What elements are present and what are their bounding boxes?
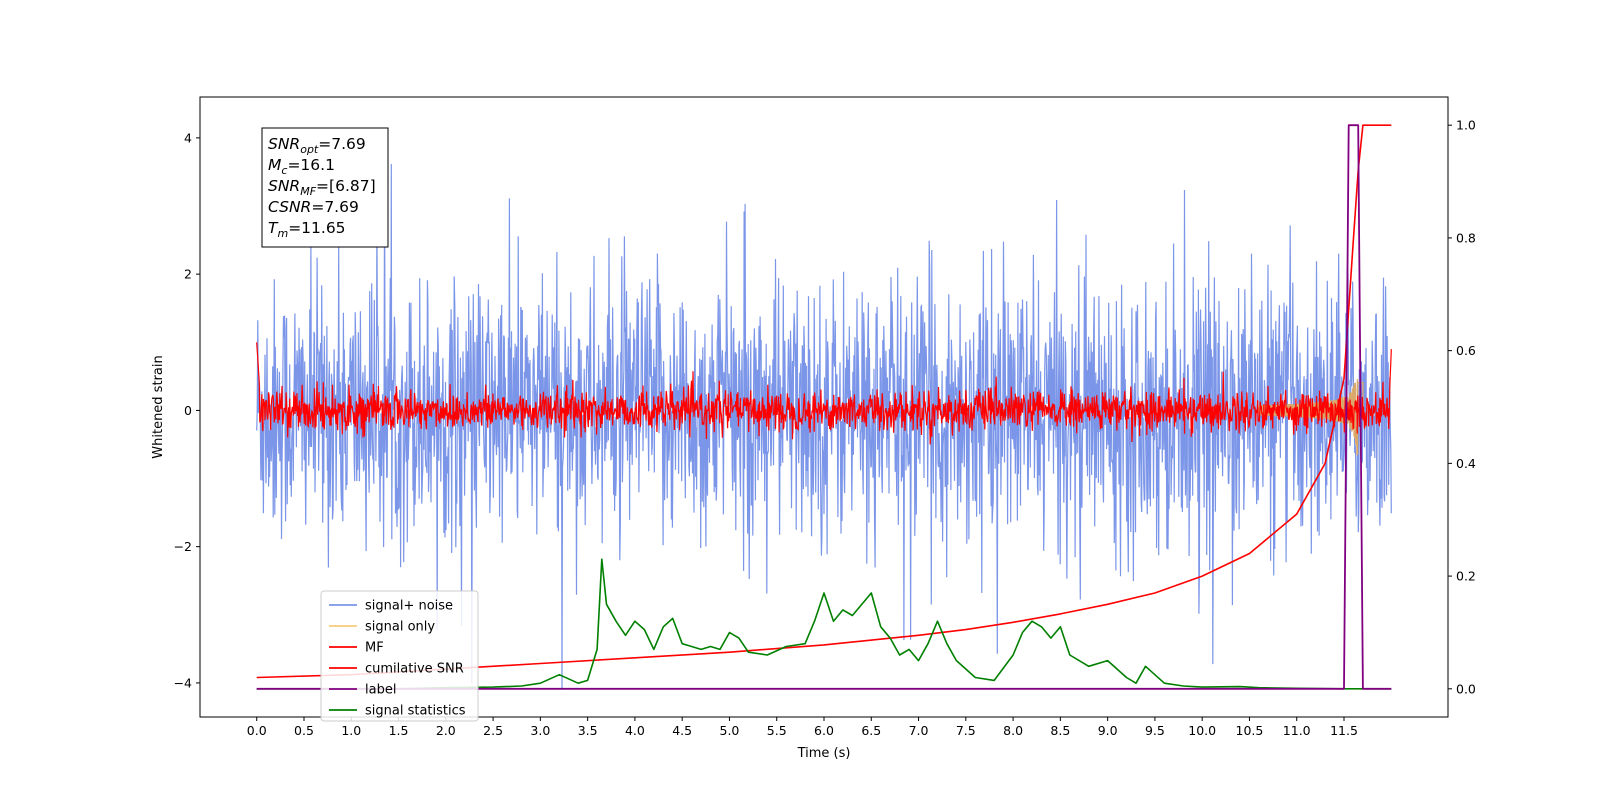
annotation-value: =11.65 [288, 219, 345, 237]
annotation-subscript: opt [300, 143, 319, 156]
x-tick-label: 2.0 [436, 723, 456, 738]
x-tick-label: 8.5 [1050, 723, 1070, 738]
y-tick-label: −2 [174, 539, 192, 554]
x-axis: 0.0 0.5 1.0 1.5 2.0 2.5 3.0 3.5 4.0 4.5 5.0 5.5 6.0 6… [247, 717, 1358, 738]
legend-label: signal+ noise [365, 599, 453, 614]
x-tick-label: 3.0 [530, 723, 550, 738]
annotation-subscript: MF [300, 185, 316, 198]
x-tick-label: 0.0 [247, 723, 267, 738]
y2-tick-label: 0.2 [1456, 569, 1476, 584]
x-tick-label: 4.0 [625, 723, 645, 738]
x-tick-label: 9.5 [1145, 723, 1165, 738]
plot-area [256, 124, 1392, 690]
annotation-value: =7.69 [318, 135, 366, 153]
x-tick-label: 5.5 [767, 723, 787, 738]
annotation-symbol: SNR [268, 135, 300, 153]
x-tick-label: 0.5 [294, 723, 314, 738]
x-tick-label: 9.0 [1098, 723, 1118, 738]
x-tick-label: 7.5 [956, 723, 976, 738]
y-tick-label: 0 [184, 403, 192, 418]
annotation-box: SNRopt=7.69Mc=16.1SNRMF=[6.87]CSNR=7.69T… [261, 127, 389, 248]
annotation-subscript: c [281, 164, 287, 177]
legend-label: signal only [365, 620, 435, 635]
annotation-value: =7.69 [311, 198, 359, 216]
annotation-line: Tm=11.65 [268, 219, 346, 240]
y2-tick-label: 0.6 [1456, 343, 1476, 358]
y-tick-label: −4 [174, 675, 192, 690]
series-cumulative-snr-line [256, 124, 1392, 679]
x-tick-label: 11.0 [1283, 723, 1311, 738]
x-tick-label: 8.0 [1003, 723, 1023, 738]
x-tick-label: 10.0 [1188, 723, 1216, 738]
legend-label: cumilative SNR [365, 662, 464, 677]
y2-tick-label: 1.0 [1456, 118, 1476, 133]
x-tick-label: 11.5 [1330, 723, 1358, 738]
y2-tick-label: 0.8 [1456, 230, 1476, 245]
x-tick-label: 1.5 [389, 723, 409, 738]
annotation-symbol: SNR [268, 177, 300, 195]
annotation-value: =[6.87] [316, 177, 376, 195]
x-tick-label: 5.0 [720, 723, 740, 738]
y-axis-label: Whitened strain [151, 355, 166, 458]
x-tick-label: 7.0 [909, 723, 929, 738]
annotation-subscript: m [277, 227, 288, 240]
annotation-symbol: CSNR [268, 198, 311, 216]
annotation-frame [261, 127, 389, 248]
legend-label: MF [365, 641, 384, 656]
y2-tick-label: 0.4 [1456, 456, 1476, 471]
y-tick-label: 4 [184, 130, 192, 145]
y-axis-right: 0.0 0.2 0.4 0.6 0.8 1.0 [1448, 118, 1476, 696]
series-signal-statistics-line [256, 558, 1392, 690]
x-tick-label: 2.5 [483, 723, 503, 738]
x-tick-label: 6.5 [861, 723, 881, 738]
annotation-line: SNRMF=[6.87] [268, 177, 376, 198]
legend-label: signal statistics [365, 704, 466, 719]
y-tick-label: 2 [184, 267, 192, 282]
annotation-line: CSNR=7.69 [268, 198, 359, 216]
annotation-symbol: M [268, 156, 281, 174]
x-tick-label: 6.0 [814, 723, 834, 738]
x-tick-label: 1.0 [341, 723, 361, 738]
x-tick-label: 4.5 [672, 723, 692, 738]
y-axis-left: −4 −2 0 2 4 [174, 130, 200, 690]
y2-tick-label: 0.0 [1456, 681, 1476, 696]
series-label-line [256, 124, 1392, 690]
annotation-line: SNRopt=7.69 [268, 135, 366, 156]
x-tick-label: 10.5 [1236, 723, 1264, 738]
annotation-value: =16.1 [287, 156, 335, 174]
legend-frame [320, 590, 479, 722]
x-tick-label: 3.5 [578, 723, 598, 738]
legend-label: label [365, 683, 396, 698]
annotation-symbol: T [268, 219, 279, 237]
legend: signal+ noise signal only MF cumilative SNR… [320, 590, 479, 722]
series-mf-line [256, 342, 1392, 445]
annotation-line: Mc=16.1 [268, 156, 335, 177]
x-axis-label: Time (s) [797, 746, 851, 761]
